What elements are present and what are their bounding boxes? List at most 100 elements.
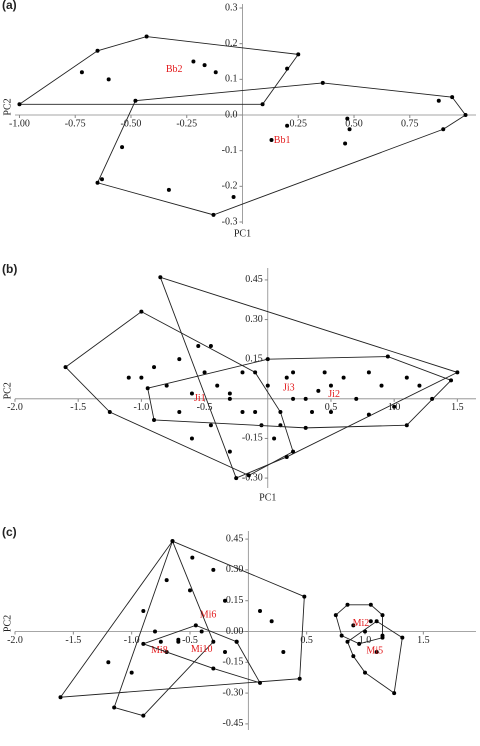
group-label: Bb1 [274,135,291,146]
point [368,602,373,607]
point [17,102,22,107]
hull [147,356,452,429]
y-tick-label: 0.1 [225,74,238,85]
point [320,80,325,85]
point [234,639,239,644]
point [404,375,409,380]
y-tick-label: -0.30 [242,472,263,483]
point [141,608,146,613]
x-tick-label: -2.0 [7,402,23,413]
hull [141,624,261,684]
point [211,212,216,217]
point [145,386,150,391]
point [164,383,169,388]
point [328,410,333,415]
point [188,588,192,593]
point [106,660,111,665]
y-tick-label: -0.3 [222,216,238,227]
point [258,608,262,613]
y-tick-label: -0.1 [222,145,238,156]
y-axis-label: PC2 [2,382,13,399]
point [95,180,100,185]
point [291,449,296,454]
point [269,619,274,624]
point [455,370,460,375]
y-tick-label: -0.45 [222,718,243,729]
x-tick-label: -1.00 [9,118,30,129]
point [196,343,201,348]
point [363,670,367,675]
point [297,676,302,681]
point [436,98,441,103]
point [170,539,175,544]
point [199,629,204,634]
point [211,666,216,671]
point [380,613,385,618]
point [291,396,296,401]
point [95,48,100,53]
point [153,629,157,634]
point [158,275,163,280]
point [385,354,390,359]
point [354,396,359,401]
y-tick-label: 0.30 [226,564,244,575]
y-tick-label: -0.2 [222,181,238,192]
point [449,378,454,383]
point [341,375,346,380]
point [260,102,265,107]
group-label: Mi8 [151,645,168,656]
y-tick-label: 0.3 [225,2,238,13]
point [213,70,218,75]
x-tick-label: 1.5 [417,635,430,646]
point [177,357,182,362]
x-tick-label: 0.50 [345,118,363,129]
point [351,623,356,628]
point [158,639,163,644]
y-tick-label: 0.15 [226,595,244,606]
point [400,635,405,640]
point [351,654,356,659]
point [374,650,379,655]
x-tick-label: -0.50 [121,118,142,129]
point [265,357,270,362]
point [322,370,327,375]
y-tick-label: 0.0 [225,109,238,120]
point [345,602,350,607]
point [380,633,385,638]
point [253,370,258,375]
point [368,619,373,624]
group-label: Ji2 [328,389,340,400]
x-tick-label: -1.0 [124,635,140,646]
x-tick-label: -0.75 [65,118,86,129]
y-tick-label: 0.00 [226,626,244,637]
point [281,650,286,655]
point [347,127,352,132]
x-tick-label: 1.5 [451,402,464,413]
point [152,365,157,370]
y-tick-label: 0.15 [245,353,263,364]
x-tick-label: 0.75 [401,118,419,129]
point [211,567,216,572]
point [189,391,194,396]
y-tick-label: -0.30 [222,687,243,698]
point [272,436,277,441]
point [345,116,350,121]
x-tick-label: -1.5 [65,635,81,646]
point [223,598,227,603]
point [333,613,338,618]
group-label: Mi10 [191,644,213,655]
point [202,63,207,68]
point [366,412,371,417]
point [285,66,290,71]
point [404,423,409,428]
point [141,713,146,718]
y-tick-label: 0.45 [226,533,244,544]
hull [159,276,459,479]
point [328,383,333,388]
point [296,52,301,57]
point [302,594,307,599]
panel-title: (a) [2,0,17,12]
y-tick-label: -0.15 [222,657,243,668]
point [366,370,371,375]
